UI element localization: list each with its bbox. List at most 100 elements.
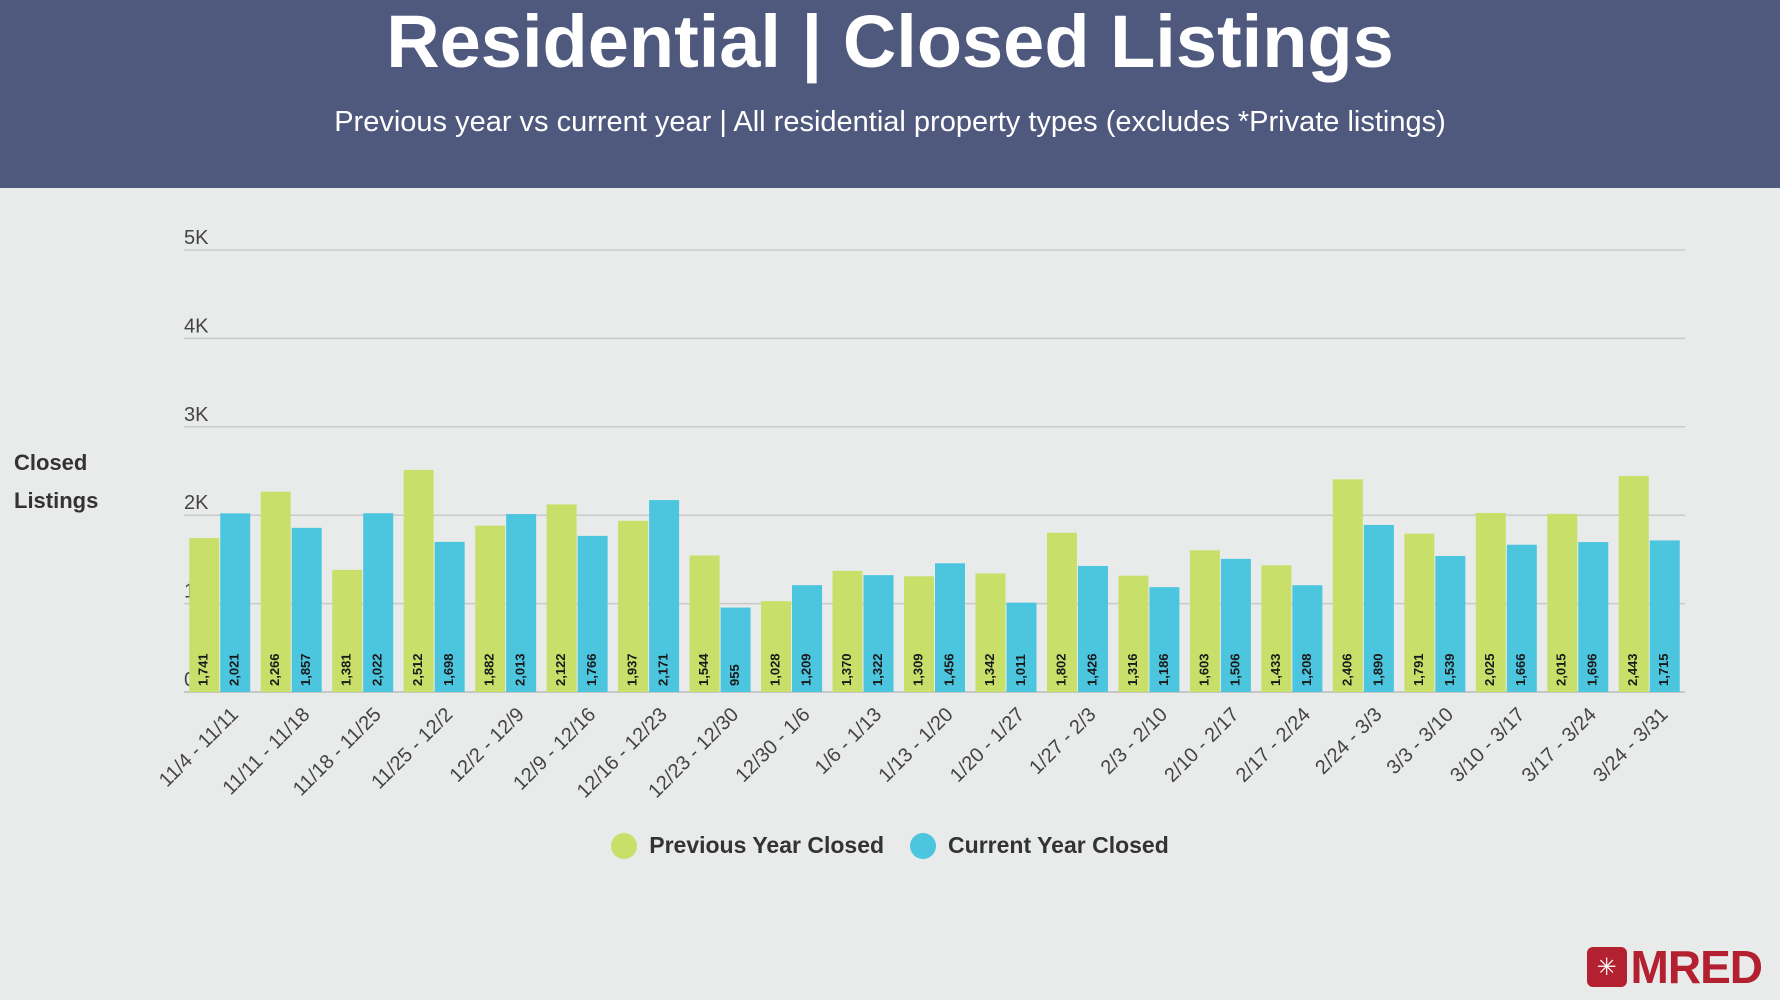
bar-data-label: 1,857 — [298, 653, 313, 686]
bar-current-year — [649, 500, 680, 692]
x-tick-label: 3/10 - 3/17 — [1446, 704, 1529, 787]
bar-data-label: 1,316 — [1125, 653, 1140, 686]
bar-previous-year — [1261, 565, 1292, 692]
x-tick-label: 12/30 - 1/6 — [732, 704, 815, 787]
bar-data-label: 1,539 — [1442, 653, 1457, 686]
bar-data-label: 1,381 — [339, 653, 354, 686]
bar-data-label: 1,882 — [482, 653, 497, 686]
x-tick-label: 1/27 - 2/3 — [1025, 704, 1100, 779]
bar-data-label: 2,015 — [1554, 653, 1569, 686]
bar-previous-year — [975, 573, 1006, 692]
bar-previous-year — [832, 570, 863, 692]
page-subtitle: Previous year vs current year | All resi… — [334, 106, 1446, 138]
bar-current-year — [220, 513, 251, 692]
bar-data-label: 1,937 — [625, 653, 640, 686]
bar-data-label: 1,322 — [870, 653, 885, 686]
bar-current-year — [1506, 544, 1537, 692]
bar-previous-year — [475, 525, 506, 692]
bar-data-label: 1,802 — [1053, 653, 1068, 686]
bar-data-label: 1,309 — [910, 653, 925, 686]
bar-current-year — [1220, 558, 1251, 692]
legend-dot-previous — [611, 832, 638, 859]
bar-data-label: 2,025 — [1482, 653, 1497, 686]
bar-data-label: 1,426 — [1084, 653, 1099, 686]
x-tick-label: 3/3 - 3/10 — [1383, 704, 1458, 779]
x-tick-label: 1/6 - 1/13 — [811, 704, 886, 779]
bar-data-label: 1,766 — [584, 653, 599, 686]
bar-data-label: 1,208 — [1299, 653, 1314, 686]
bar-data-label: 1,666 — [1513, 653, 1528, 686]
bar-previous-year — [1475, 512, 1506, 692]
bar-data-label: 2,266 — [267, 653, 282, 686]
page-title: Residential | Closed Listings — [386, 0, 1394, 83]
legend-label-previous: Previous Year Closed — [649, 832, 885, 858]
bar-previous-year — [1547, 513, 1578, 692]
x-tick-label: 2/24 - 3/3 — [1311, 704, 1386, 779]
x-tick-label: 2/10 - 2/17 — [1160, 704, 1243, 787]
y-tick-label: 5K — [184, 227, 209, 249]
bar-data-label: 1,433 — [1268, 653, 1283, 686]
bar-current-year — [720, 607, 751, 692]
y-tick-label: 3K — [184, 404, 209, 426]
bar-data-label: 1,028 — [767, 653, 782, 686]
bar-data-label: 1,506 — [1227, 653, 1242, 686]
y-axis-title-line-2: Listings — [14, 488, 99, 513]
bar-previous-year — [618, 520, 649, 692]
bar-data-label: 2,406 — [1339, 653, 1354, 686]
bar-current-year — [1435, 555, 1466, 692]
bar-data-label: 2,122 — [553, 653, 568, 686]
bar-previous-year — [1118, 575, 1149, 692]
bar-current-year — [506, 514, 537, 692]
bar-data-label: 1,696 — [1585, 653, 1600, 686]
bar-data-label: 1,544 — [696, 653, 711, 686]
bar-current-year — [1578, 542, 1609, 692]
mred-logo: ✳ MRED — [1586, 941, 1763, 993]
bar-previous-year — [1332, 479, 1363, 692]
bar-data-label: 2,512 — [410, 653, 425, 686]
x-tick-label: 1/13 - 1/20 — [874, 704, 957, 787]
x-tick-label: 2/3 - 2/10 — [1097, 704, 1172, 779]
bar-data-label: 1,603 — [1196, 653, 1211, 686]
bar-current-year — [935, 563, 965, 692]
bar-data-label: 2,021 — [227, 653, 242, 686]
bar-current-year — [577, 535, 608, 692]
bar-previous-year — [904, 576, 934, 692]
x-tick-label: 3/17 - 3/24 — [1518, 704, 1601, 787]
bar-previous-year — [189, 538, 220, 692]
x-tick-label: 3/24 - 3/31 — [1589, 704, 1672, 787]
legend-label-current: Current Year Closed — [948, 832, 1169, 858]
bar-data-label: 1,456 — [941, 653, 956, 686]
bars: 1,741 2,021 2,266 1,857 1,381 2,022 2,512 1,698… — [189, 469, 1680, 692]
bar-data-label: 2,443 — [1625, 653, 1640, 686]
legend-dot-current — [910, 832, 937, 859]
bar-data-label: 2,171 — [656, 653, 671, 686]
x-tick-label: 1/20 - 1/27 — [946, 704, 1029, 787]
bar-current-year — [363, 513, 394, 692]
bar-previous-year — [1046, 532, 1077, 692]
bar-data-label: 1,370 — [839, 653, 854, 686]
bar-data-label: 2,022 — [370, 653, 385, 686]
bar-current-year — [1077, 565, 1108, 692]
legend: Previous Year Closed Current Year Closed — [0, 832, 1780, 859]
bar-data-label: 1,698 — [441, 653, 456, 686]
y-axis-title-line-1: Closed — [14, 450, 88, 475]
logo-text: MRED — [1630, 941, 1763, 993]
bar-data-label: 1,186 — [1156, 653, 1171, 686]
bar-data-label: 1,209 — [798, 653, 813, 686]
bar-current-year — [1292, 585, 1323, 692]
bar-previous-year — [546, 504, 577, 692]
y-tick-label: 2K — [184, 492, 209, 514]
header-banner: Residential | Closed Listings Previous y… — [0, 0, 1780, 188]
y-tick-label: 4K — [184, 315, 209, 337]
bar-current-year — [291, 527, 322, 692]
bar-current-year — [863, 575, 894, 692]
bar-data-label: 1,715 — [1656, 653, 1671, 686]
bar-previous-year — [332, 569, 363, 692]
bar-current-year — [1006, 602, 1037, 692]
bar-data-label: 1,791 — [1411, 653, 1426, 686]
bar-previous-year — [1404, 533, 1435, 692]
bar-previous-year — [1618, 476, 1649, 692]
gridlines — [184, 249, 1685, 693]
bar-data-label: 1,890 — [1370, 653, 1385, 686]
